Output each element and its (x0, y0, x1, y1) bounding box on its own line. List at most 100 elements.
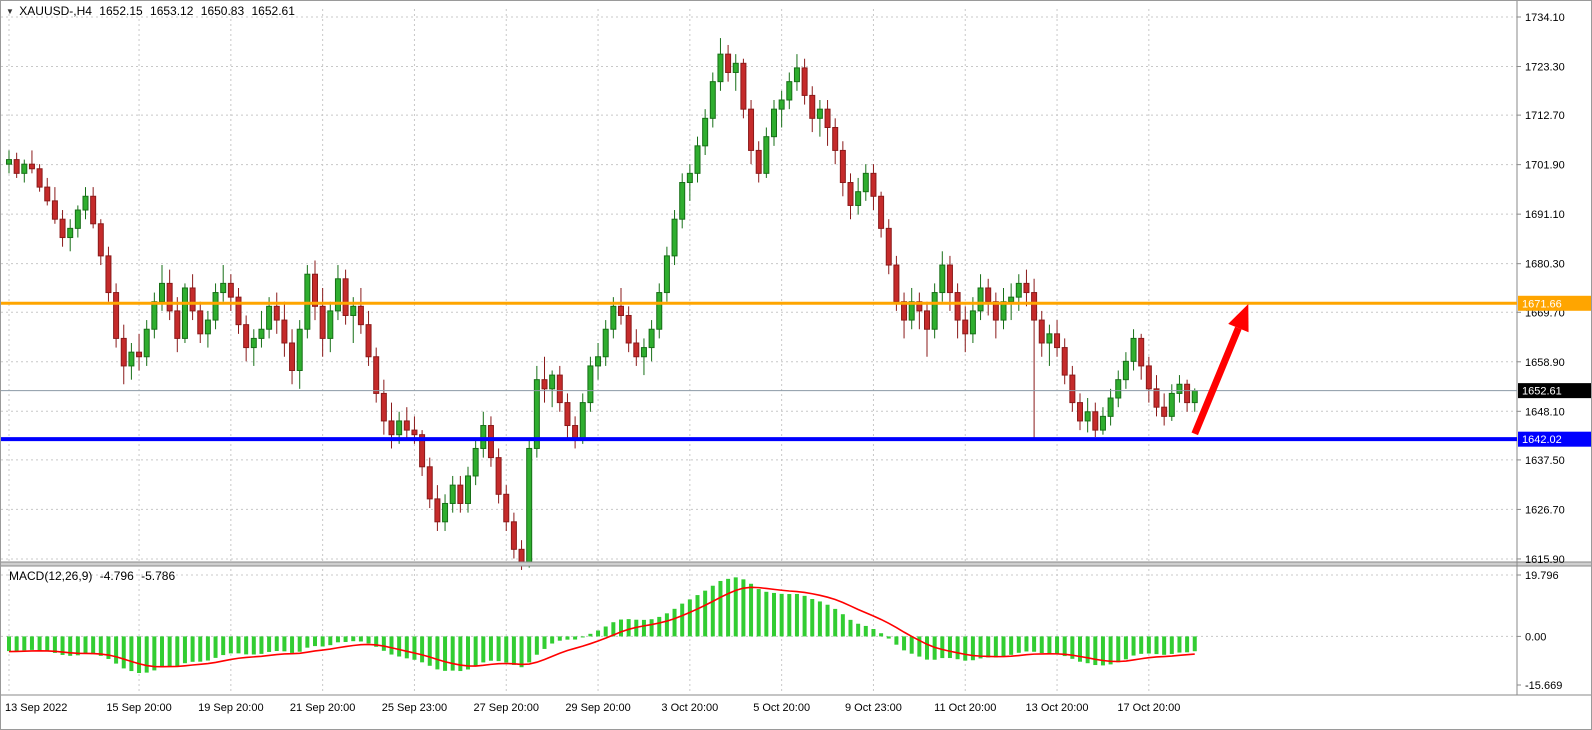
macd-histogram-bar (435, 636, 440, 670)
macd-histogram-bar (114, 636, 119, 664)
candle-body (487, 425, 494, 459)
ohlc-close: 1652.61 (251, 4, 295, 18)
macd-histogram-bar (848, 619, 853, 637)
candle-body (388, 420, 395, 436)
macd-histogram-bar (52, 636, 57, 653)
candle-body (204, 319, 211, 335)
pane-separator[interactable] (1, 562, 1592, 566)
macd-histogram-bar (282, 636, 287, 652)
candle-body (67, 227, 74, 239)
bid-price-tag (1518, 383, 1591, 399)
candle-body (725, 53, 732, 73)
macd-histogram-bar (1016, 636, 1021, 653)
candle-body (227, 282, 234, 298)
candle-body (709, 81, 716, 119)
macd-histogram-bar (1154, 636, 1159, 655)
macd-histogram-bar (7, 636, 11, 652)
macd-histogram-bar (320, 636, 325, 647)
candle-body (908, 301, 915, 321)
candle-body (1031, 292, 1038, 321)
macd-histogram-bar (1070, 636, 1075, 659)
macd-histogram-bar (404, 636, 409, 659)
horizontal-lines-layer[interactable] (1, 301, 1517, 442)
time-axis[interactable]: 13 Sep 2022 15 Sep 20:00 19 Sep 20:00 21 Se… (5, 702, 1180, 714)
macd-histogram-bar (695, 595, 700, 637)
svg-text:1642.02: 1642.02 (1522, 434, 1562, 446)
macd-histogram-bar (412, 636, 417, 660)
ohlc-high: 1653.12 (150, 4, 194, 18)
candle-body (1168, 392, 1175, 417)
macd-histogram-bar (649, 619, 654, 637)
macd-histogram-bar (1146, 636, 1151, 654)
candle-body (357, 305, 364, 326)
macd-layer (7, 577, 1197, 674)
candle-body (1092, 411, 1099, 431)
symbol-name: XAUUSD-,H4 (19, 4, 92, 18)
annotation-arrow[interactable] (1191, 304, 1249, 436)
candle-body (1122, 360, 1129, 381)
support-line-tag (1518, 431, 1591, 447)
macd-histogram-bar (496, 636, 501, 662)
time-axis-label: 25 Sep 23:00 (382, 702, 447, 714)
macd-histogram-bar (986, 636, 991, 658)
macd-axis-label: -15.669 (1525, 680, 1562, 692)
macd-histogram-bar (664, 613, 669, 637)
candle-body (579, 402, 586, 440)
candle-body (411, 429, 418, 436)
time-axis-label: 9 Oct 23:00 (845, 702, 902, 714)
symbol-info[interactable]: ▼ XAUUSD-,H4 1652.15 1653.12 1650.83 165… (6, 4, 299, 18)
candle-body (717, 53, 724, 83)
candle-body (373, 356, 380, 394)
macd-histogram-bar (710, 585, 715, 637)
macd-histogram-bar (91, 636, 96, 655)
candle-body (503, 493, 510, 523)
candle-body (1008, 296, 1015, 303)
macd-histogram-bar (680, 603, 685, 637)
macd-histogram-bar (1093, 636, 1098, 666)
macd-histogram-bar (1177, 636, 1182, 653)
candle-body (771, 108, 777, 138)
dropdown-arrow-icon[interactable]: ▼ (6, 7, 14, 16)
candle-body (197, 310, 204, 335)
macd-histogram-bar (481, 636, 486, 663)
macd-histogram-bar (14, 636, 19, 652)
macd-histogram-bar (313, 636, 317, 647)
price-axis-label: 1691.10 (1525, 209, 1565, 221)
time-axis-label: 5 Oct 20:00 (753, 702, 810, 714)
candle-body (258, 328, 265, 339)
macd-histogram-bar (580, 636, 585, 638)
candle-body (74, 209, 81, 229)
macd-histogram-bar (1116, 636, 1121, 663)
macd-histogram-bar (963, 636, 968, 661)
candle-body (839, 149, 846, 184)
macd-histogram-bar (37, 636, 42, 651)
candle-body (120, 337, 127, 367)
candle-body (694, 145, 701, 174)
candle-body (220, 282, 227, 294)
macd-histogram-bar (894, 636, 899, 645)
macd-histogram-bar (29, 636, 34, 650)
macd-histogram-bar (970, 636, 975, 661)
candle-body (786, 81, 793, 101)
candle-body (755, 149, 762, 174)
macd-histogram-bar (1123, 636, 1128, 660)
macd-histogram-bar (626, 619, 631, 637)
candle-body (816, 108, 823, 119)
price-axis[interactable]: 1734.10 1723.30 1712.70 1701.90 1691.10 1680.… (1517, 12, 1565, 692)
macd-histogram-bar (687, 599, 692, 637)
candle-body (289, 342, 296, 372)
candle-body (212, 292, 219, 321)
macd-histogram-bar (1032, 636, 1037, 652)
candle-body (1015, 282, 1022, 298)
candle-body (1176, 383, 1183, 394)
macd-histogram-bar (925, 636, 929, 660)
arrow-head-icon (1228, 304, 1249, 333)
macd-histogram-bar (825, 604, 830, 637)
macd-histogram-bar (466, 636, 470, 670)
macd-histogram-bar (328, 636, 333, 646)
macd-histogram-bar (733, 577, 738, 637)
macd-histogram-bar (106, 636, 111, 659)
macd-histogram-bar (1001, 636, 1006, 657)
macd-histogram-bar (137, 636, 142, 674)
